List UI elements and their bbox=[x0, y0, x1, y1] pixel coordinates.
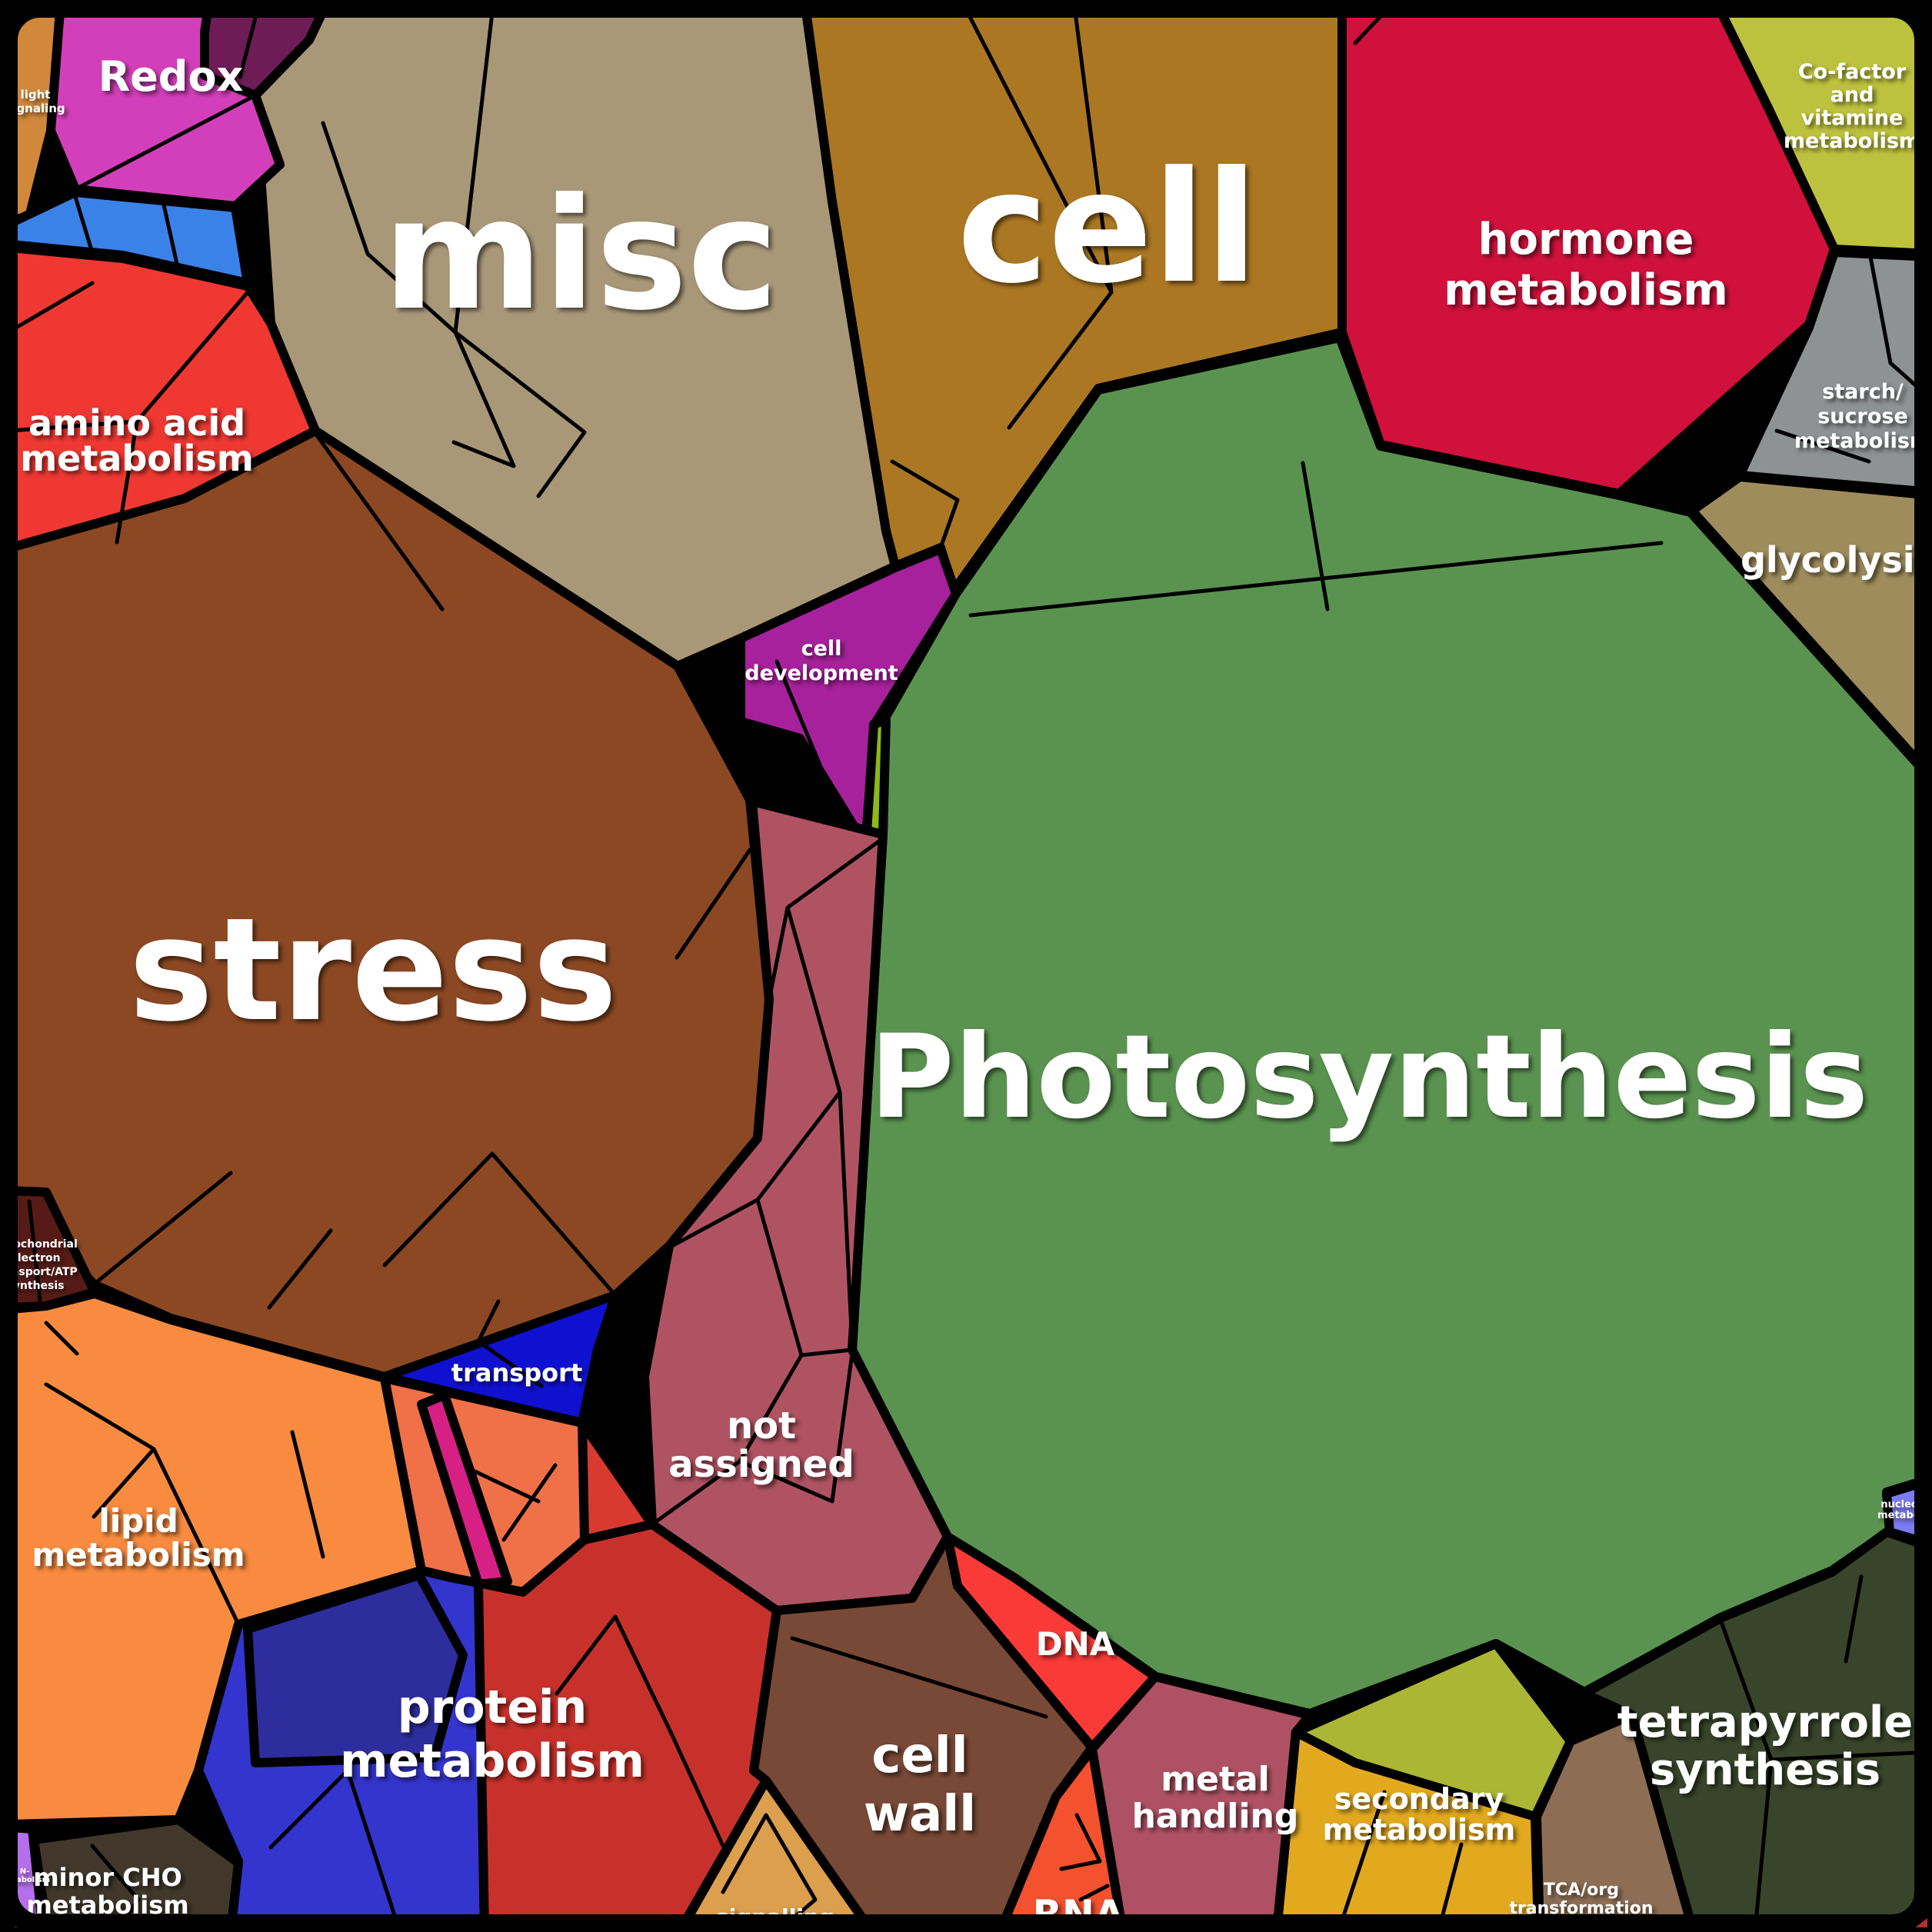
subcell-borders-stress bbox=[92, 430, 752, 1310]
label-starch: starch/ bbox=[1822, 380, 1904, 404]
subcell-borders-not-assigned bbox=[650, 836, 885, 1527]
label-metal-handling: handling bbox=[1132, 1797, 1299, 1836]
label-stress: stress bbox=[128, 887, 618, 1053]
label-not-assigned: assigned bbox=[668, 1443, 854, 1486]
label-cofactor: vitamine bbox=[1801, 106, 1904, 130]
label-light-signaling: signaling bbox=[5, 102, 65, 115]
label-mitochondrial: synthesis bbox=[6, 1280, 64, 1292]
label-redox: Redox bbox=[98, 52, 244, 101]
label-cell-development: cell bbox=[801, 637, 842, 661]
region-rna[interactable] bbox=[995, 1744, 1128, 1932]
label-protein: protein bbox=[398, 1681, 587, 1734]
label-hormone: hormone bbox=[1478, 215, 1694, 265]
label-metal-handling: metal bbox=[1161, 1760, 1270, 1799]
label-tetrapyrrole: tetrapyrrole bbox=[1617, 1697, 1913, 1747]
label-lipid: lipid bbox=[98, 1502, 178, 1540]
label-light-signaling: light bbox=[21, 88, 51, 102]
subcell-borders-blue bbox=[73, 195, 181, 273]
subcell-borders-cell bbox=[890, 10, 1114, 550]
label-cofactor: metabolism bbox=[1784, 129, 1920, 153]
label-mitochondrial: mitochondrial bbox=[0, 1238, 78, 1251]
label-cell-development: development bbox=[744, 661, 898, 685]
label-amino-acid: amino acid bbox=[28, 402, 245, 444]
subcell-borders-redox bbox=[73, 93, 258, 192]
subcell-borders-transport bbox=[476, 1299, 544, 1388]
label-misc: misc bbox=[383, 165, 779, 345]
label-hormone: metabolism bbox=[1444, 265, 1728, 315]
label-starch: sucrose bbox=[1817, 405, 1908, 428]
label-cofactor: Co-factor bbox=[1798, 60, 1907, 84]
subcell-borders-redox-dark bbox=[238, 10, 259, 79]
label-amino-acid: metabolism bbox=[20, 438, 254, 479]
label-tca: TCA/org bbox=[1544, 1880, 1619, 1900]
label-n-metabolism: N- bbox=[20, 1867, 30, 1876]
subcell-borders-cell-dev bbox=[774, 659, 837, 802]
subcell-borders-photosynthesis bbox=[968, 461, 1664, 618]
label-secondary: metabolism bbox=[1323, 1813, 1516, 1847]
subcell-borders-lipid bbox=[44, 1321, 325, 1627]
label-photosynthesis: Photosynthesis bbox=[870, 1011, 1869, 1144]
label-n-metabolism: metabolism bbox=[0, 1876, 50, 1884]
subcell-borders-rna bbox=[1059, 1813, 1110, 1902]
label-transport: transport bbox=[451, 1358, 582, 1387]
subcell-borders-amino bbox=[8, 281, 318, 545]
label-glycolysis: glycolysis bbox=[1740, 539, 1932, 581]
subcell-borders-protein-red bbox=[555, 1614, 725, 1848]
label-cell-wall: cell bbox=[871, 1727, 968, 1784]
label-cell: cell bbox=[957, 138, 1257, 318]
label-cell-wall: wall bbox=[864, 1786, 976, 1843]
label-secondary: secondary bbox=[1334, 1782, 1504, 1816]
subcell-borders-cell-wall bbox=[790, 1636, 1048, 1719]
subcell-borders-misc bbox=[321, 10, 587, 498]
region-tca[interactable] bbox=[1532, 1710, 1698, 1932]
label-cofactor: and bbox=[1830, 83, 1874, 107]
region-amino-acid[interactable] bbox=[6, 243, 320, 552]
label-starch: metabolism bbox=[1794, 429, 1931, 453]
label-lipid: metabolism bbox=[32, 1536, 245, 1574]
label-mitochondrial: transport/ATP bbox=[0, 1266, 78, 1278]
subcell-borders-mito bbox=[27, 1199, 42, 1302]
label-mitochondrial: electron bbox=[10, 1252, 60, 1264]
label-protein: metabolism bbox=[340, 1734, 645, 1788]
label-dna: DNA bbox=[1036, 1625, 1115, 1663]
region-magenta-cell[interactable] bbox=[417, 1391, 512, 1589]
subcell-borders-protein-blue bbox=[268, 1653, 465, 1932]
label-minor-cho: minor CHO bbox=[33, 1863, 182, 1892]
label-tetrapyrrole: synthesis bbox=[1650, 1745, 1880, 1795]
region-glycolysis[interactable] bbox=[1687, 472, 1932, 781]
region-tetrapyrrole[interactable] bbox=[1580, 1527, 1932, 1932]
label-not-assigned: not bbox=[727, 1404, 796, 1447]
subcell-borders-tetrapyrrole bbox=[1718, 1574, 1932, 1932]
region-lime-sliver[interactable] bbox=[861, 715, 891, 849]
